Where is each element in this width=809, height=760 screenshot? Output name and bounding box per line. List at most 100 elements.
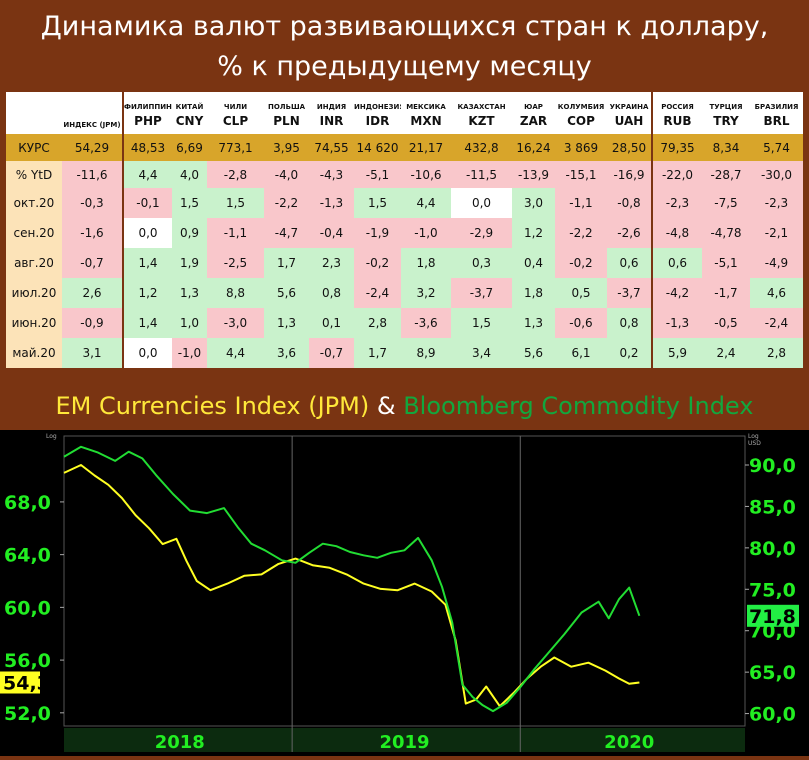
table-cell: -1,1 (207, 218, 264, 248)
table-cell: -2,1 (750, 218, 803, 248)
table-body: ИНДЕКС (JPM) ФИЛИППИНЫ PHP КИТАЙ CNY ЧИЛИ CLP П… (6, 92, 803, 368)
table-cell: -4,0 (264, 161, 309, 188)
table-cell: 773,1 (207, 134, 264, 161)
table-cell: 4,6 (750, 278, 803, 308)
table-cell: 5,6 (512, 338, 555, 368)
table-cell: -0,5 (702, 308, 750, 338)
header-cell: ФИЛИППИНЫ PHP (123, 92, 172, 134)
table-cell: -16,9 (607, 161, 653, 188)
table-cell: -1,0 (172, 338, 207, 368)
left-tick-label: 56,0 (4, 650, 51, 672)
table-cell: -2,4 (750, 308, 803, 338)
table-cell: 3,95 (264, 134, 309, 161)
table-cell: -0,2 (555, 248, 607, 278)
table-cell: 1,0 (172, 308, 207, 338)
header-cell: ЧИЛИ CLP (207, 92, 264, 134)
table-cell: -13,9 (512, 161, 555, 188)
header-currency-code: RUB (663, 114, 692, 128)
table-cell: -4,9 (750, 248, 803, 278)
header-cell: ПОЛЬША PLN (264, 92, 309, 134)
table-cell: -2,2 (264, 188, 309, 218)
row-label: КУРС (6, 134, 62, 161)
table-cell: 1,3 (172, 278, 207, 308)
table-cell: 1,2 (512, 218, 555, 248)
table-cell: 0,0 (123, 218, 172, 248)
table-cell: 4,4 (207, 338, 264, 368)
table-cell: -0,7 (62, 248, 124, 278)
table-cell: -5,1 (702, 248, 750, 278)
header-cell: УКРАИНА UAH (607, 92, 653, 134)
table-cell: -2,9 (451, 218, 512, 248)
table-row: июн.20 -0,9 1,4 1,0 -3,0 1,3 0,1 2,8 -3,6 1,5 1,3-… (6, 308, 803, 338)
table-row: сен.20 -1,6 0,0 0,9 -1,1 -4,7 -0,4 -1,9 -1,0 -2,9… (6, 218, 803, 248)
table-cell: -2,2 (555, 218, 607, 248)
header-cell: БРАЗИЛИЯ BRL (750, 92, 803, 134)
table-cell: 0,6 (607, 248, 653, 278)
header-country: КИТАЙ (175, 103, 204, 111)
table-cell: 2,3 (309, 248, 354, 278)
table-cell: -0,9 (62, 308, 124, 338)
table-header-row: ИНДЕКС (JPM) ФИЛИППИНЫ PHP КИТАЙ CNY ЧИЛИ CLP П… (6, 92, 803, 134)
header-currency-code: CNY (175, 114, 204, 128)
row-label: июл.20 (6, 278, 62, 308)
table-cell: 1,5 (451, 308, 512, 338)
table-cell: 0,6 (652, 248, 702, 278)
right-tick-label: 85,0 (749, 496, 796, 518)
header-corner (6, 92, 62, 134)
table-cell: 28,50 (607, 134, 653, 161)
table-row: КУРС 54,29 48,53 6,69 773,1 3,95 74,55 14 620 21… (6, 134, 803, 161)
table-row: май.20 3,1 0,0 -1,0 4,4 3,6 -0,7 1,7 8,9 3,4 5,6 6,… (6, 338, 803, 368)
header-cell: МЕКСИКА MXN (401, 92, 451, 134)
header-country: РОССИЯ (661, 103, 694, 111)
table-cell: 2,6 (62, 278, 124, 308)
title-line-1: Динамика валют развивающихся стран к дол… (40, 11, 769, 42)
table-cell: 4,4 (123, 161, 172, 188)
table-cell: -7,5 (702, 188, 750, 218)
header-country: ТУРЦИЯ (709, 103, 743, 111)
right-last-value-label: 71,8 (749, 606, 796, 628)
table-cell: -22,0 (652, 161, 702, 188)
table-cell: -11,6 (62, 161, 124, 188)
right-axis-sublabel: USD (748, 440, 761, 447)
table-row: авг.20 -0,7 1,4 1,9 -2,5 1,7 2,3 -0,2 1,8 0,3 0,4-… (6, 248, 803, 278)
table-cell: 3,6 (264, 338, 309, 368)
table-cell: -0,8 (607, 188, 653, 218)
table-cell: 2,8 (750, 338, 803, 368)
chart-subtitle: EM Currencies Index (JPM) & Bloomberg Co… (0, 384, 809, 428)
table-cell: 6,1 (555, 338, 607, 368)
table-cell: -0,2 (354, 248, 401, 278)
table-cell: 54,29 (62, 134, 124, 161)
header-country: ИНДОНЕЗИЯ (354, 103, 401, 111)
table-cell: 5,9 (652, 338, 702, 368)
left-tick-label: 60,0 (4, 597, 51, 619)
table-cell: -5,1 (354, 161, 401, 188)
table-cell: -0,4 (309, 218, 354, 248)
table-cell: -3,0 (207, 308, 264, 338)
header-currency-code: UAH (614, 114, 644, 128)
header-currency-code: PLN (273, 114, 300, 128)
header-country: ИНДИЯ (316, 103, 347, 111)
header-currency-code: BRL (763, 114, 790, 128)
table-cell: 0,0 (451, 188, 512, 218)
table-cell: 0,1 (309, 308, 354, 338)
line-chart-svg: 68,0 64,0 60,0 56,0 52,0 Log 90,0 85,0 80,0 75,0 7… (0, 433, 799, 753)
table-cell: -4,3 (309, 161, 354, 188)
left-tick-label: 68,0 (4, 492, 51, 514)
table-cell: 79,35 (652, 134, 702, 161)
header-currency-code: KZT (468, 114, 495, 128)
table-cell: 2,8 (354, 308, 401, 338)
table-cell: 0,2 (607, 338, 653, 368)
plot-area (63, 435, 746, 727)
table-cell: 74,55 (309, 134, 354, 161)
header-cell: КИТАЙ CNY (172, 92, 207, 134)
table-cell: 1,8 (512, 278, 555, 308)
header-cell: ТУРЦИЯ TRY (702, 92, 750, 134)
table-cell: 1,5 (354, 188, 401, 218)
row-label: окт.20 (6, 188, 62, 218)
right-tick-label: 65,0 (749, 662, 796, 684)
table-cell: 1,7 (264, 248, 309, 278)
header-country: КОЛУМБИЯ (557, 103, 605, 111)
table-cell: 21,17 (401, 134, 451, 161)
currency-table: ИНДЕКС (JPM) ФИЛИППИНЫ PHP КИТАЙ CNY ЧИЛИ CLP П… (6, 92, 803, 372)
